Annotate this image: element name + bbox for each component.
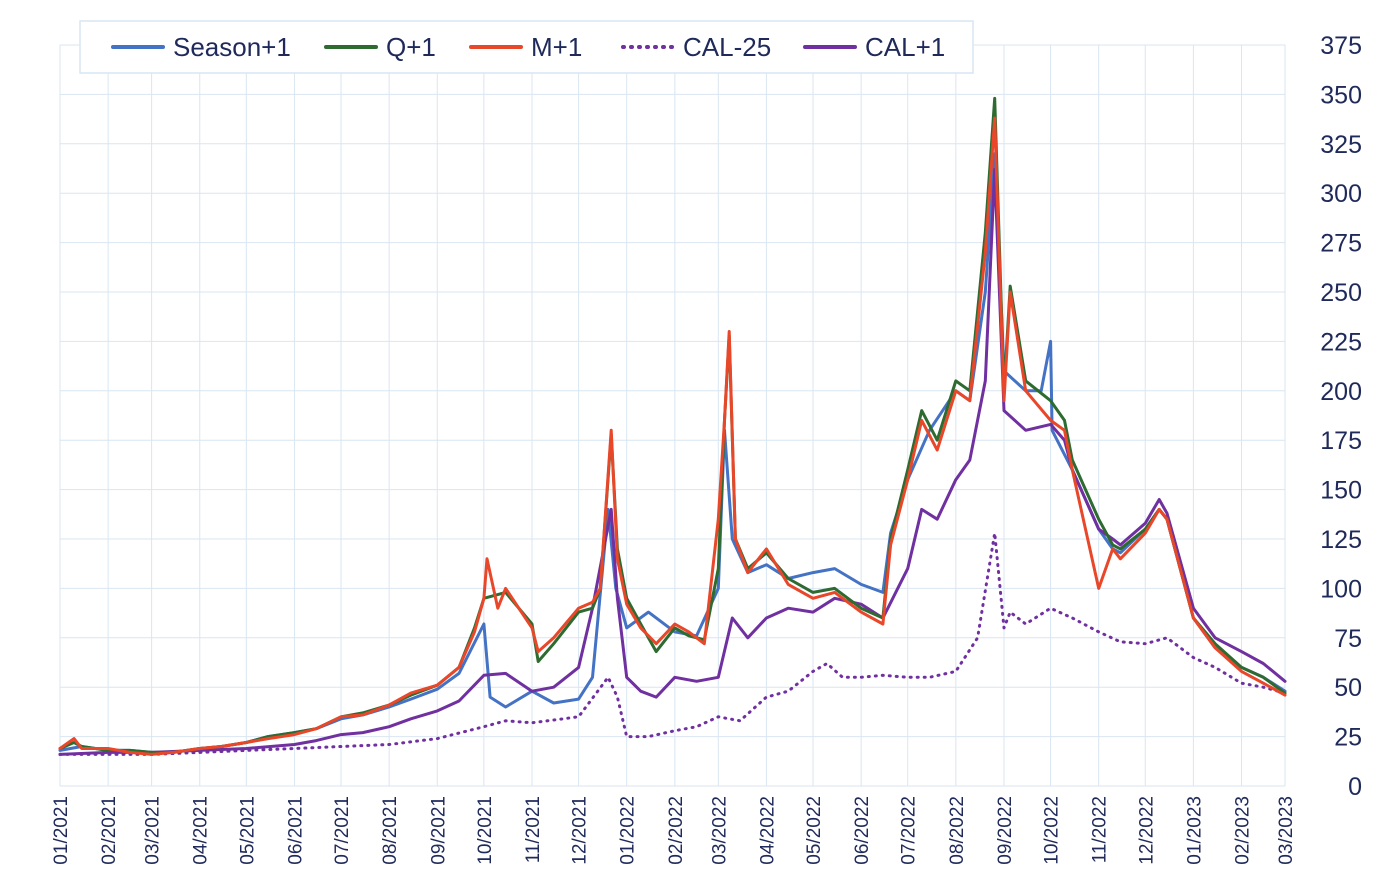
x-tick-label: 10/2021: [475, 796, 496, 865]
y-tick-label: 175: [1320, 427, 1362, 455]
legend-label: CAL+1: [865, 32, 945, 62]
x-tick-label: 09/2021: [428, 796, 449, 865]
y-tick-label: 225: [1320, 328, 1362, 356]
x-tick-label: 08/2022: [947, 796, 968, 865]
y-tick-label: 125: [1320, 526, 1362, 554]
grid: [59, 44, 1286, 787]
y-tick-label: 350: [1320, 81, 1362, 109]
x-tick-label: 02/2023: [1233, 796, 1254, 865]
x-tick-label: 05/2022: [804, 796, 825, 865]
x-tick-label: 01/2022: [618, 796, 639, 865]
y-tick-label: 300: [1320, 180, 1362, 208]
x-tick-label: 03/2022: [709, 796, 730, 865]
x-tick-label: 02/2022: [666, 796, 687, 865]
legend-label: M+1: [531, 32, 582, 62]
x-tick-label: 06/2022: [852, 796, 873, 865]
y-tick-label: 100: [1320, 575, 1362, 603]
x-tick-label: 02/2021: [99, 796, 120, 865]
y-tick-label: 0: [1348, 773, 1362, 801]
y-tick-label: 325: [1320, 131, 1362, 159]
y-tick-label: 50: [1334, 674, 1362, 702]
legend-label: Season+1: [173, 32, 291, 62]
y-tick-label: 275: [1320, 230, 1362, 258]
series-line-season-1: [58, 152, 1287, 754]
legend: Season+1 Q+1 M+1 CAL-25 CAL+1: [79, 20, 974, 74]
y-tick-label: 150: [1320, 477, 1362, 505]
x-tick-label: 06/2021: [285, 796, 306, 865]
x-tick-label: 04/2022: [757, 796, 778, 865]
series-line-cal-1: [58, 168, 1287, 756]
plot-area: [58, 96, 1287, 756]
y-tick-label: 25: [1334, 724, 1362, 752]
series-line-cal-25: [58, 531, 1287, 756]
x-tick-label: 07/2021: [332, 796, 353, 865]
legend-label: CAL-25: [683, 32, 771, 62]
x-axis: 01/2021 02/2021 03/2021 04/2021 05/2021 06/20…: [51, 796, 1297, 865]
x-tick-label: 01/2021: [51, 796, 72, 865]
y-tick-label: 75: [1334, 625, 1362, 653]
y-tick-label: 250: [1320, 279, 1362, 307]
x-tick-label: 03/2021: [143, 796, 164, 865]
x-tick-label: 09/2022: [995, 796, 1016, 865]
y-tick-label: 375: [1320, 32, 1362, 60]
x-tick-label: 05/2021: [237, 796, 258, 865]
x-tick-label: 11/2022: [1090, 796, 1111, 863]
x-tick-label: 07/2022: [899, 796, 920, 865]
series-line-q-1: [58, 96, 1287, 754]
x-tick-label: 12/2021: [570, 796, 591, 865]
x-tick-label: 08/2021: [380, 796, 401, 865]
x-tick-label: 01/2023: [1184, 796, 1205, 865]
x-tick-label: 12/2022: [1136, 796, 1157, 865]
y-axis: 0 25 50 75 100 125 150 175 200 225 250 275 300 325 350…: [1320, 32, 1362, 801]
x-tick-label: 04/2021: [191, 796, 212, 865]
x-tick-label: 11/2021: [523, 796, 544, 863]
series-line-m-1: [58, 116, 1287, 756]
x-tick-label: 10/2022: [1042, 796, 1063, 865]
legend-label: Q+1: [386, 32, 436, 62]
x-tick-label: 03/2023: [1276, 796, 1297, 865]
y-tick-label: 200: [1320, 378, 1362, 406]
